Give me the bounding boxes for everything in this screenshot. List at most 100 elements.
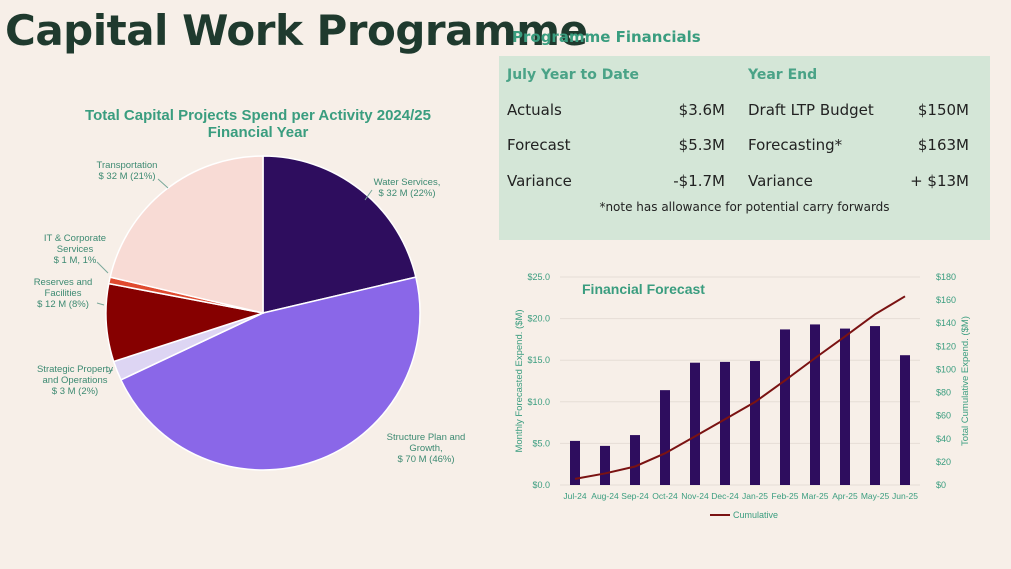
pie-slice <box>109 155 264 314</box>
pie-slice-label: $ 3 M (2%) <box>52 386 98 397</box>
forecast-bar <box>780 329 790 485</box>
forecast-gridlines <box>560 276 920 486</box>
x-tick-label: Sep-24 <box>621 491 649 501</box>
y2-tick-label: $20 <box>936 457 951 467</box>
pie-svg: Total Capital Projects Spend per Activit… <box>34 107 466 471</box>
x-tick-label: Jun-25 <box>892 491 918 501</box>
x-tick-label: Mar-25 <box>802 491 829 501</box>
forecast-bar <box>840 328 850 485</box>
pie-leader-line <box>157 178 169 189</box>
y2-tick-label: $80 <box>936 388 951 398</box>
pie-slice-label: Strategic Property <box>37 364 113 375</box>
pie-slice-label: and Operations <box>43 375 108 386</box>
legend-label: Cumulative <box>733 510 778 520</box>
activity-pie-chart: Total Capital Projects Spend per Activit… <box>0 95 495 495</box>
pie-leader-line <box>96 302 105 306</box>
y2-tick-label: $160 <box>936 295 956 305</box>
pie-slice-label: Reserves and <box>34 277 93 288</box>
pie-slice-label: Facilities <box>45 288 82 299</box>
x-tick-label: Dec-24 <box>711 491 739 501</box>
y2-tick-label: $60 <box>936 411 951 421</box>
pie-leader-line <box>105 369 114 373</box>
y-tick-label: $10.0 <box>527 397 550 407</box>
ytd-actuals-value: $3.6M <box>678 101 725 119</box>
y-tick-label: $20.0 <box>527 314 550 324</box>
forecast-bar <box>690 362 700 485</box>
ytd-variance-label: Variance <box>507 172 572 190</box>
ye-forecasting-value: $163M <box>917 136 969 154</box>
ye-budget-label: Draft LTP Budget <box>748 101 874 119</box>
forecast-bar <box>810 324 820 485</box>
forecast-bars <box>570 324 910 485</box>
ye-variance-label: Variance <box>748 172 813 190</box>
pie-slice-label: $ 12 M (8%) <box>37 299 89 310</box>
y2-axis-label: Total Cumulative Expend. ($M) <box>960 316 971 446</box>
pie-slice <box>262 155 417 314</box>
ye-budget-value: $150M <box>917 101 969 119</box>
x-tick-label: Oct-24 <box>652 491 678 501</box>
pie-slice-label: IT & Corporate <box>44 233 106 244</box>
forecast-bar <box>900 355 910 485</box>
pie-slice <box>119 276 421 471</box>
y-tick-label: $25.0 <box>527 272 550 282</box>
pie-slices <box>105 155 421 471</box>
pie-title-line-1: Total Capital Projects Spend per Activit… <box>85 107 431 124</box>
forecast-svg: $0.0 $5.0 $10.0 $15.0 $20.0 $25.0 $0 $20 $40 $60 $… <box>514 272 971 520</box>
forecast-bar <box>570 440 580 485</box>
pie-slice-label: Growth, <box>409 443 442 454</box>
pie-slice-label: $ 70 M (46%) <box>397 454 454 465</box>
pie-slice-label: Services <box>57 244 94 255</box>
y-tick-label: $0.0 <box>532 480 550 490</box>
pie-leader-line <box>96 261 109 274</box>
forecast-bar <box>630 435 640 485</box>
y2-tick-label: $40 <box>936 434 951 444</box>
forecast-title: Financial Forecast <box>582 281 705 297</box>
pie-leader-line <box>364 189 373 201</box>
financial-forecast-chart: $0.0 $5.0 $10.0 $15.0 $20.0 $25.0 $0 $20 $40 $60 $… <box>500 262 1000 527</box>
page-title: Capital Work Programme <box>5 6 588 55</box>
y-tick-label: $5.0 <box>532 438 550 448</box>
pie-slice-label: Structure Plan and <box>387 432 466 443</box>
x-tick-label: Aug-24 <box>591 491 619 501</box>
y2-tick-label: $0 <box>936 480 946 490</box>
y2-tick-label: $120 <box>936 341 956 351</box>
x-tick-label: May-25 <box>861 491 890 501</box>
forecast-bar <box>870 326 880 485</box>
y2-tick-label: $180 <box>936 272 956 282</box>
forecast-legend: Cumulative <box>710 510 778 520</box>
forecast-bar <box>600 445 610 485</box>
cumulative-line <box>574 295 906 480</box>
ye-forecasting-label: Forecasting* <box>748 136 843 154</box>
pie-slice-label: $ 1 M, 1% <box>54 255 97 266</box>
ye-variance-value: + $13M <box>910 172 969 190</box>
y-tick-label: $15.0 <box>527 355 550 365</box>
forecast-cumulative-line-group <box>574 295 906 480</box>
financials-panel: July Year to Date Year End Actuals $3.6M… <box>499 56 990 240</box>
ytd-forecast-value: $5.3M <box>678 136 725 154</box>
forecast-bar <box>660 390 670 485</box>
financials-subtitle: Programme Financials <box>512 28 701 46</box>
ytd-forecast-label: Forecast <box>507 136 571 154</box>
pie-slice-label: Transportation <box>97 160 158 171</box>
forecast-axis-labels: $0.0 $5.0 $10.0 $15.0 $20.0 $25.0 $0 $20 $40 $60 $… <box>514 272 971 501</box>
x-tick-label: Jan-25 <box>742 491 768 501</box>
ytd-variance-value: -$1.7M <box>673 172 725 190</box>
forecast-bar <box>750 361 760 485</box>
ytd-actuals-label: Actuals <box>507 101 562 119</box>
forecast-bar <box>720 361 730 485</box>
carry-forward-note: *note has allowance for potential carry … <box>599 200 890 214</box>
pie-title-line-2: Financial Year <box>208 124 309 141</box>
y2-tick-label: $140 <box>936 318 956 328</box>
pie-slice-label: $ 32 M (21%) <box>98 171 155 182</box>
pie-slice-label: Water Services, <box>374 177 441 188</box>
x-tick-label: Nov-24 <box>681 491 709 501</box>
x-tick-label: Feb-25 <box>772 491 799 501</box>
y-axis-label: Monthly Forecasted Expend. ($M) <box>514 309 525 452</box>
ytd-header: July Year to Date <box>507 67 639 83</box>
x-tick-label: Jul-24 <box>563 491 586 501</box>
pie-slice-label: $ 32 M (22%) <box>378 188 435 199</box>
y2-tick-label: $100 <box>936 364 956 374</box>
pie-labels: Water Services,$ 32 M (22%) Structure Pla… <box>34 160 466 465</box>
year-end-header: Year End <box>748 67 818 83</box>
x-tick-label: Apr-25 <box>832 491 858 501</box>
